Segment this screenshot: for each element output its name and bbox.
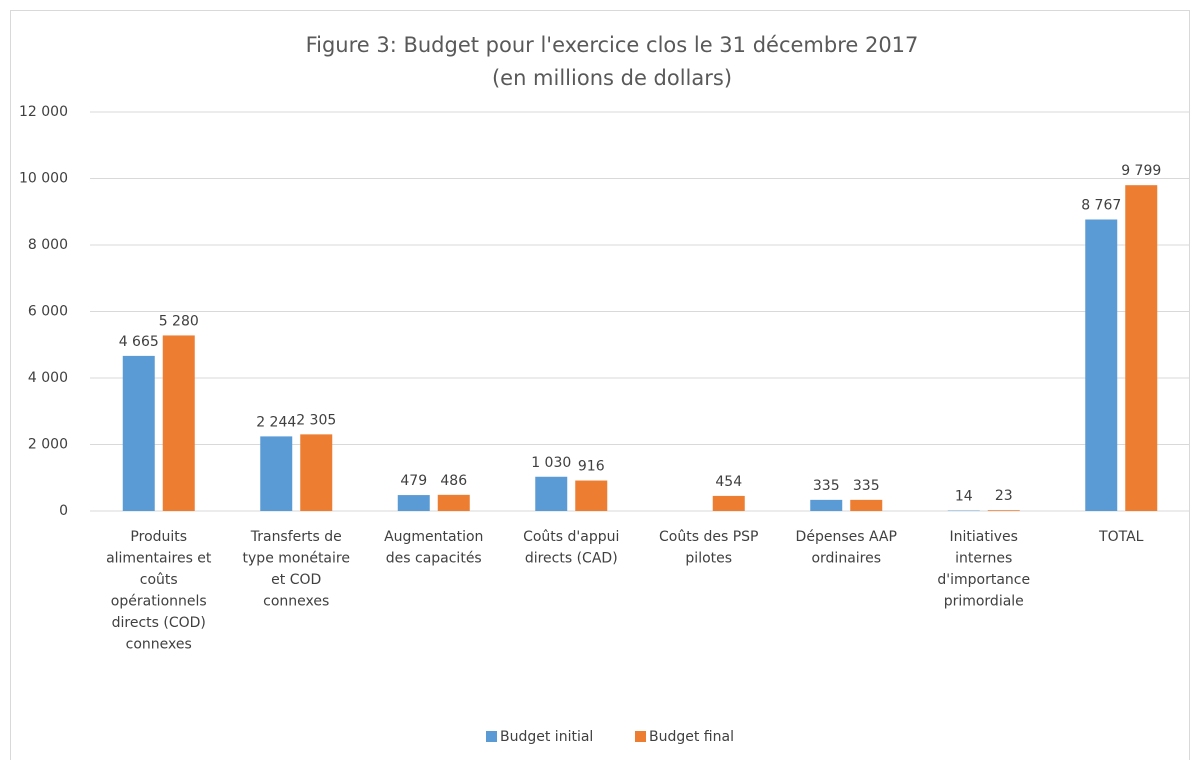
y-tick-label: 10 000 xyxy=(19,171,68,187)
value-label: 2 244 xyxy=(256,414,296,430)
value-label: 916 xyxy=(578,459,605,475)
legend-swatch xyxy=(486,731,497,742)
x-tick-label: Augmentation des capacités xyxy=(384,529,483,567)
value-label: 335 xyxy=(813,478,840,494)
value-label: 4 665 xyxy=(119,334,159,350)
value-label: 335 xyxy=(853,478,880,494)
x-tick-label: Transferts de type monétaire et COD connexe… xyxy=(243,529,350,610)
value-label: 8 767 xyxy=(1081,197,1121,213)
legend-swatch xyxy=(635,731,646,742)
bar xyxy=(1085,219,1118,511)
x-tick-label: Coûts d'appui directs (CAD) xyxy=(523,529,619,567)
bar xyxy=(850,499,883,511)
legend-label: Budget initial xyxy=(500,729,593,745)
value-label: 5 280 xyxy=(159,313,199,329)
chart-frame xyxy=(10,10,1190,760)
y-tick-label: 6 000 xyxy=(28,304,68,320)
value-label: 23 xyxy=(995,488,1013,504)
value-label: 14 xyxy=(955,489,973,505)
x-tick-label: Coûts des PSP pilotes xyxy=(659,529,758,567)
bar xyxy=(260,436,293,511)
chart-subtitle: (en millions de dollars) xyxy=(492,66,732,90)
y-tick-label: 12 000 xyxy=(19,104,68,120)
legend-label: Budget final xyxy=(649,729,734,745)
bar xyxy=(535,476,568,511)
bar xyxy=(1125,185,1158,512)
y-tick-label: 4 000 xyxy=(28,370,68,386)
y-tick-label: 8 000 xyxy=(28,237,68,253)
value-label: 486 xyxy=(440,473,467,489)
bar xyxy=(810,499,843,511)
x-tick-label: Produits alimentaires et coûts opérationnel… xyxy=(106,529,212,653)
x-tick-label: Initiatives internes d'importance primordia… xyxy=(937,529,1030,610)
value-label: 9 799 xyxy=(1121,163,1161,179)
x-tick-label: TOTAL xyxy=(1098,529,1144,545)
y-tick-label: 0 xyxy=(59,503,68,519)
bar xyxy=(397,495,430,511)
chart-title: Figure 3: Budget pour l'exercice clos le… xyxy=(306,33,919,57)
value-label: 454 xyxy=(715,474,742,490)
bar xyxy=(987,510,1020,511)
value-label: 2 305 xyxy=(296,412,336,428)
value-label: 479 xyxy=(400,473,427,489)
bar xyxy=(300,434,333,511)
y-tick-label: 2 000 xyxy=(28,437,68,453)
bar xyxy=(575,480,608,511)
bar xyxy=(712,495,745,511)
bar xyxy=(437,494,470,511)
bar xyxy=(122,355,155,511)
bar xyxy=(162,335,195,511)
x-tick-label: Dépenses AAP ordinaires xyxy=(796,529,897,567)
value-label: 1 030 xyxy=(531,455,571,471)
